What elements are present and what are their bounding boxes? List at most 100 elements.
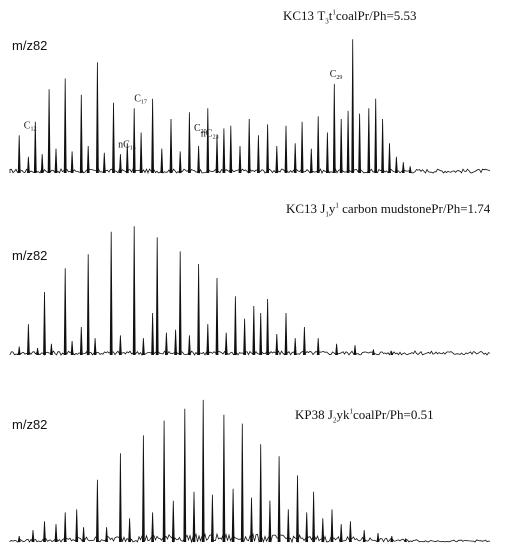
peak [96,479,99,543]
peak [165,332,168,356]
peak [155,237,159,356]
chromatogram-3 [9,399,491,544]
peak [351,39,355,174]
peak [231,488,235,543]
peak [286,509,290,543]
peak [178,251,182,356]
peak [192,491,196,543]
peak [160,148,164,174]
peak [102,152,106,174]
peak [17,536,21,543]
peak [33,121,37,174]
peak [326,132,329,174]
peak [27,156,30,174]
peak [36,347,39,356]
peak [119,154,122,174]
peak [132,108,136,174]
peak [109,231,113,356]
peak [367,108,371,174]
peak [93,338,97,356]
peak [188,112,191,174]
peak [250,497,253,543]
peak [374,98,378,174]
peak [211,494,214,543]
peak [259,444,263,543]
peak [330,509,334,543]
peak [238,145,242,174]
panel-1-title: KC13 T3t1coalPr/Ph=5.53 [283,8,417,26]
peak [234,296,237,356]
peak [339,118,343,174]
peak [339,524,343,543]
peak [17,346,21,356]
peak [346,110,350,174]
peak-label: nC15 [118,139,136,151]
peak [381,118,384,174]
peak [247,118,251,174]
peak [96,62,99,174]
peak [316,116,320,174]
peak [390,351,394,356]
peak [296,475,299,543]
panel-2-ylabel: m/z82 [12,248,48,263]
peak [224,332,228,356]
peak [70,340,74,356]
peak [266,298,269,356]
peak [63,78,67,174]
peak [197,145,200,174]
peak [132,226,136,356]
peak [128,518,131,543]
peak [401,162,405,174]
peak [86,254,90,356]
panel-3-title: KP38 J2yk1coalPr/Ph=0.51 [295,407,434,425]
peak [206,108,210,174]
peak [119,453,122,543]
peak [229,125,233,174]
peak [376,533,380,543]
panel-2-title: KC13 J1y1 carbon mudstonePr/Ph=1.74 [286,201,491,219]
peak [321,518,325,543]
peak [183,408,187,543]
peak [259,312,263,356]
panel-1-ylabel: m/z82 [12,38,48,53]
peak [82,527,85,543]
peak-label: nC23 [201,129,219,141]
peak [266,124,269,174]
chromatogram-panel-3: KP38 J2yk1coalPr/Ph=0.51 m/z82 [0,370,505,550]
peak [162,420,166,543]
peak [178,151,182,174]
peak [309,148,313,174]
peak [275,333,279,356]
peak [358,113,361,174]
peak [40,154,44,174]
peak [305,512,309,543]
peak [79,94,83,174]
peak [243,318,246,356]
peak [349,521,352,543]
peak [86,145,90,174]
peak [222,414,226,543]
peak [390,536,394,543]
panel-3-ylabel: m/z82 [12,417,48,432]
peak-label: C17 [134,94,147,106]
peak [353,345,357,356]
peak [197,263,200,356]
peak [257,135,260,174]
peak [142,338,145,356]
peak-label: C20 [194,123,207,135]
peak [362,530,366,543]
peak [293,143,297,174]
baseline-trace [9,532,491,544]
chromatogram-panel-2: KC13 J1y1 carbon mudstonePr/Ph=1.74 m/z8… [0,185,505,370]
peak [63,512,67,543]
peak [50,343,53,356]
peak [201,399,205,543]
peak [215,277,219,356]
peak [169,118,173,174]
peak [171,500,175,543]
peak [142,435,145,543]
peak [215,135,219,174]
peak [222,128,226,174]
peak [312,491,315,543]
